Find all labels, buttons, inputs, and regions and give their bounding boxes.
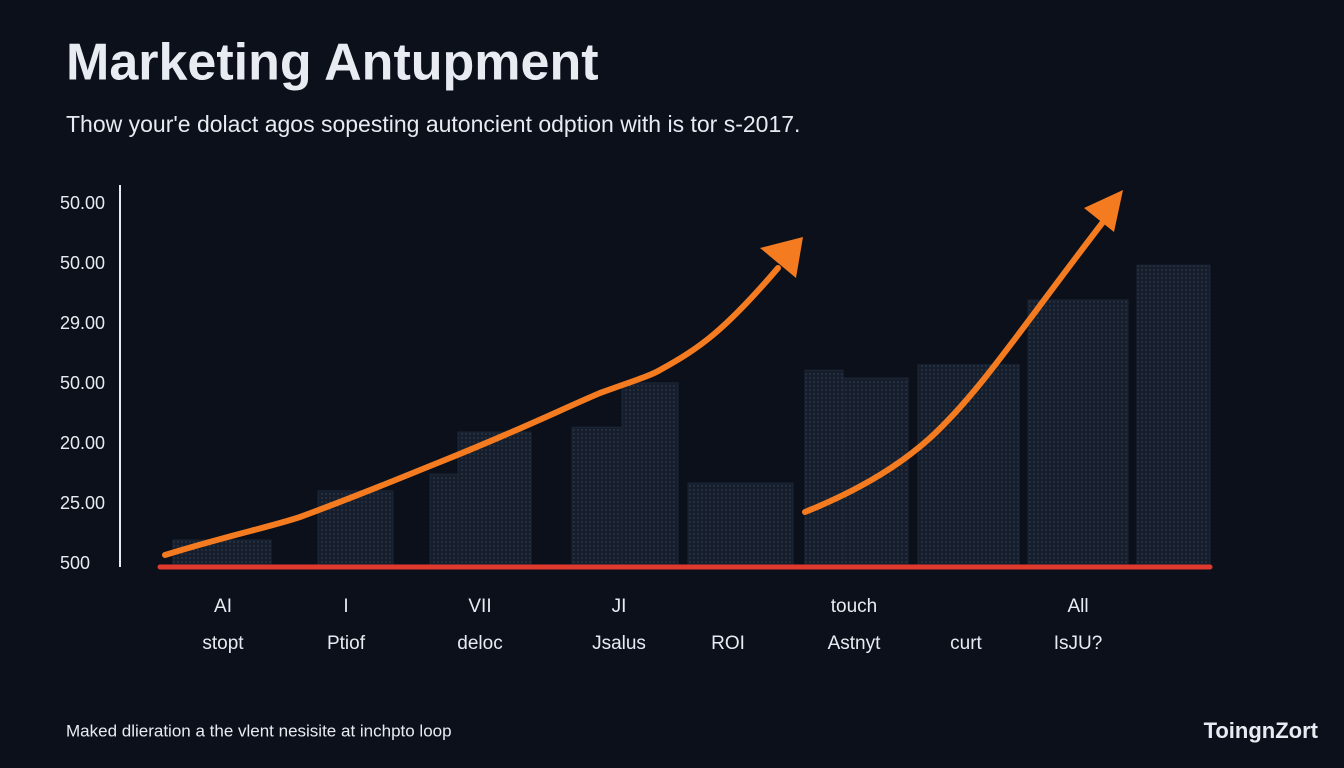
x-tick-label: Ptiof (327, 633, 366, 654)
bar (317, 490, 394, 568)
y-tick-label: 50.00 (60, 253, 105, 273)
x-tick-label: curt (950, 633, 982, 654)
footnote: Maked dlieration a the vlent nesisite at… (66, 721, 452, 740)
x-tick-label: Astnyt (828, 633, 882, 654)
y-tick-label: 29.00 (60, 313, 105, 333)
plot-area: 500 25.00 20.00 50.00 29.00 50.00 50.00 AI stopt… (60, 190, 1213, 654)
y-tick-label: 25.00 (60, 493, 105, 513)
subtitle: Thow your'e dolact agos sopesting autonc… (66, 111, 800, 137)
x-tick-label: All (1067, 596, 1088, 617)
bar (842, 377, 909, 568)
x-tick-label: touch (831, 596, 877, 617)
trend-arrow (802, 219, 1106, 515)
bar (1027, 299, 1129, 568)
x-tick-label: JI (612, 596, 627, 617)
x-tick-label: ROI (711, 633, 745, 654)
x-tick-label: I (343, 596, 348, 617)
bar (687, 482, 794, 568)
chart-title: Marketing Antupment (66, 34, 599, 92)
x-tick-label: deloc (457, 633, 502, 654)
brand: ToingnZort (1204, 718, 1319, 743)
trend-arrow (162, 265, 781, 558)
x-tick-label: AI (214, 596, 232, 617)
x-tick-label: VII (468, 596, 491, 617)
y-tick-label: 20.00 (60, 433, 105, 453)
x-tick-label: Jsalus (592, 633, 646, 654)
x-tick-label: stopt (202, 633, 244, 654)
arrow-head (1084, 190, 1123, 232)
bar (621, 382, 679, 568)
bar (571, 426, 623, 568)
bar (172, 539, 272, 568)
bar (457, 431, 532, 568)
y-tick-label: 50.00 (60, 193, 105, 213)
bar (1136, 264, 1211, 568)
bar (804, 369, 844, 568)
y-tick-label: 500 (60, 553, 90, 573)
y-tick-label: 50.00 (60, 373, 105, 393)
arrow-head (760, 237, 803, 278)
x-tick-label: IsJU? (1054, 633, 1103, 654)
bar (429, 473, 459, 568)
